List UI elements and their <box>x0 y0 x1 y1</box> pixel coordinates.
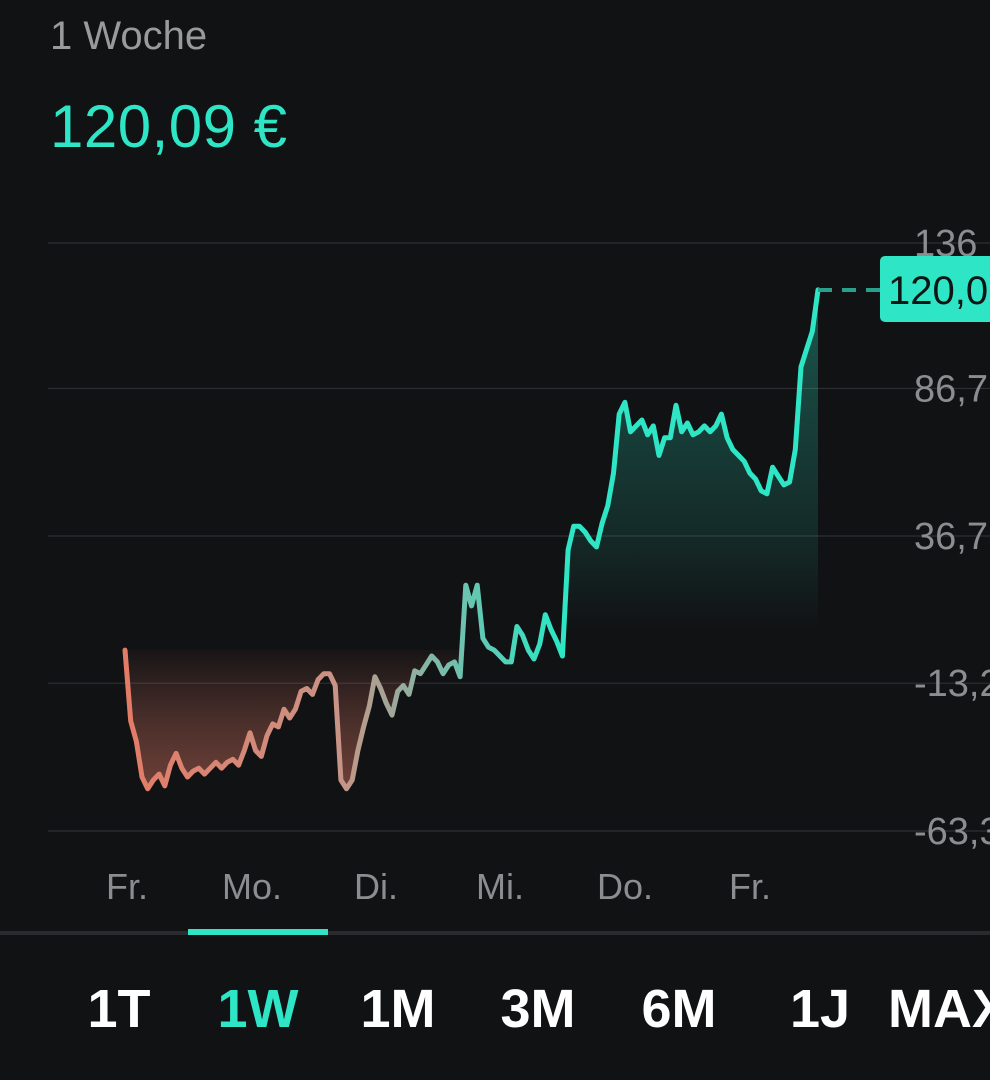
current-price: 120,09 € <box>50 93 288 160</box>
x-tick-label: Fr. <box>729 866 771 907</box>
y-tick-label: -63,3 <box>914 811 990 853</box>
divider <box>0 931 990 935</box>
x-tick-label: Mo. <box>221 866 283 907</box>
range-tab-1w[interactable]: 1W <box>217 979 299 1039</box>
loss-area-fill <box>125 585 466 789</box>
y-tick-label: 36,7 <box>914 516 988 558</box>
price-line <box>122 287 821 792</box>
current-value-badge <box>880 255 990 322</box>
x-tick-label: Mi. <box>476 866 524 907</box>
period-label: 1 Woche <box>50 14 208 58</box>
range-tab-1m[interactable]: 1M <box>360 979 436 1039</box>
x-tick-label: Do. <box>596 866 654 907</box>
range-tab-6m[interactable]: 6M <box>641 979 717 1039</box>
range-tab-3m[interactable]: 3M <box>500 979 576 1039</box>
x-tick-label: Di. <box>354 866 398 907</box>
current-value-label: 120,0 <box>888 269 988 313</box>
y-tick-label: -13,2 <box>914 663 990 705</box>
selected-period-indicator <box>188 929 328 935</box>
range-tab-max[interactable]: MAX <box>888 979 990 1039</box>
range-tab-1j[interactable]: 1J <box>789 979 851 1039</box>
range-tab-1t[interactable]: 1T <box>87 979 151 1039</box>
gain-area-fill <box>465 289 818 630</box>
y-tick-label: 86,7 <box>914 368 988 410</box>
x-tick-label: Fr. <box>106 866 148 907</box>
range-selector: 1T 1W 1M 3M 6M 1J MAX <box>0 968 990 1048</box>
